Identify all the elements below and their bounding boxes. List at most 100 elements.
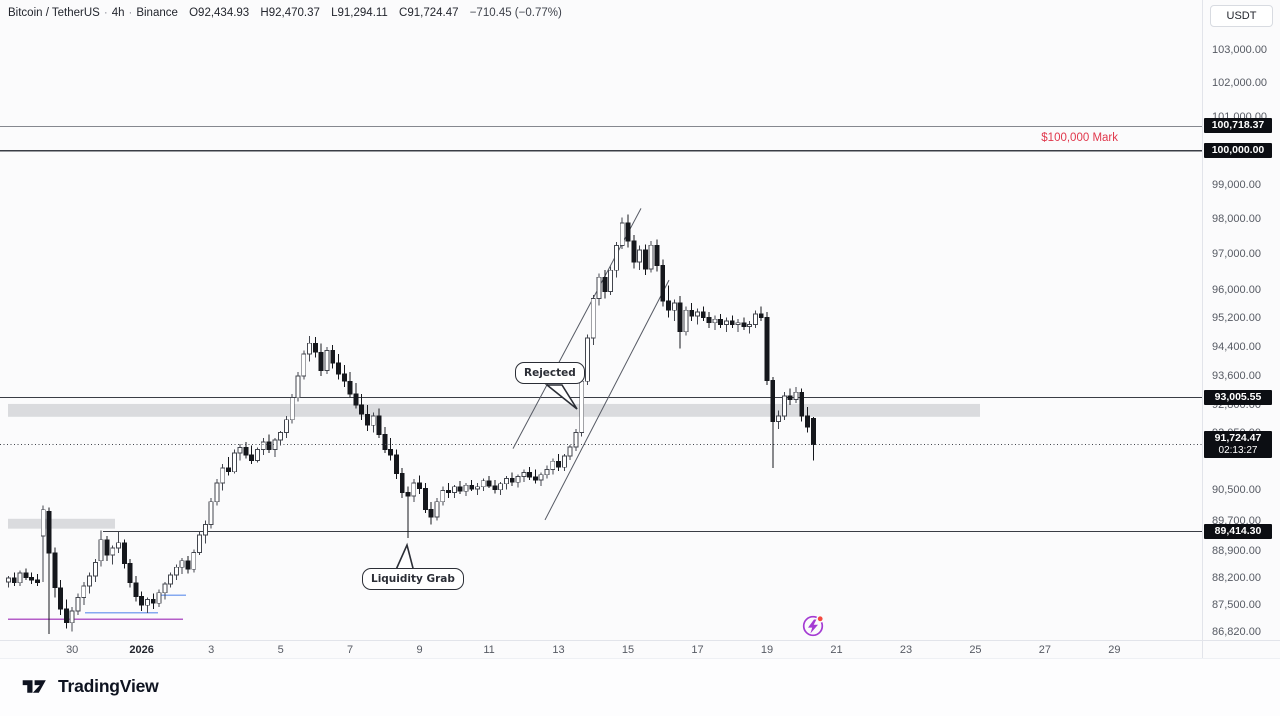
candle-body — [724, 320, 729, 326]
candle-body — [463, 484, 469, 492]
time-tick-label: 15 — [621, 644, 635, 656]
candle-body — [469, 484, 475, 490]
candle-body — [671, 302, 677, 311]
candle-body — [382, 434, 388, 450]
candle-body — [208, 501, 214, 525]
candle-body — [46, 510, 52, 554]
currency-unit-button[interactable]: USDT — [1210, 5, 1273, 27]
candle-body — [515, 476, 521, 483]
interval-label[interactable]: 4h — [111, 7, 125, 19]
zone-left-89700[interactable] — [8, 518, 115, 529]
time-tick-label: 27 — [1038, 644, 1052, 656]
symbol-title[interactable]: Bitcoin / TetherUS — [8, 7, 100, 19]
candle-body — [648, 244, 654, 270]
candle-body — [301, 353, 307, 377]
candle-body — [295, 375, 301, 399]
supply-zone-92800[interactable] — [8, 403, 980, 417]
tradingview-logo[interactable]: TradingView — [22, 676, 159, 697]
candle-body — [405, 491, 411, 497]
candle-body — [608, 269, 614, 292]
candle-body — [683, 309, 689, 333]
candle-body — [40, 509, 46, 537]
candle-body — [266, 441, 272, 450]
price-tick-label: 96,000.00 — [1212, 283, 1261, 296]
candle-body — [677, 302, 683, 333]
time-tick-label: 7 — [347, 644, 354, 656]
candle-body — [561, 455, 567, 468]
candle-body — [116, 542, 121, 549]
candle-body — [712, 318, 718, 324]
candle-body — [341, 373, 347, 382]
candle-body — [231, 452, 237, 473]
candle-body — [590, 298, 596, 339]
candle-body — [237, 447, 243, 454]
time-axis[interactable]: 30 2026 3 5 7 9 11 13 15 17 19 21 23 25 27 29 — [0, 640, 1280, 659]
time-tick-label: 17 — [691, 644, 704, 656]
candle-body — [359, 404, 365, 415]
candle-body — [220, 467, 226, 484]
candle-body — [706, 316, 712, 324]
candle-body — [92, 562, 98, 577]
candle-body — [509, 478, 515, 483]
price-mark-text-label[interactable]: $100,000 Mark — [1041, 132, 1118, 144]
candle-body — [179, 560, 185, 568]
candle-body — [104, 539, 110, 556]
candle-body — [457, 486, 463, 492]
candle-body — [307, 342, 313, 355]
candle-body — [63, 608, 69, 624]
candle-body — [255, 448, 260, 461]
notification-dot — [816, 615, 825, 623]
callout-rejected[interactable]: Rejected — [515, 362, 585, 384]
separator: · — [128, 7, 133, 19]
callout-liquidity-grab[interactable]: Liquidity Grab — [362, 568, 464, 590]
price-tick-label: 98,000.00 — [1212, 213, 1261, 226]
price-tick-label: 90,500.00 — [1212, 484, 1261, 497]
low-value: L91,294.11 — [331, 7, 388, 19]
candle-body — [139, 596, 145, 606]
candle-body — [81, 585, 87, 598]
flash-boost-icon[interactable] — [801, 613, 827, 639]
time-tick-label: 21 — [830, 644, 843, 656]
price-axis[interactable]: USDT 103,000.00 102,000.00 101,000.00 99,00… — [1202, 0, 1280, 658]
candle-body — [434, 501, 440, 518]
price-level-badge: 100,718.37 — [1204, 118, 1272, 134]
chart-canvas[interactable]: Bitcoin / TetherUS · 4h · Binance O92,434.93… — [0, 0, 1202, 640]
candle-body — [353, 393, 359, 406]
price-tick-label: 94,400.00 — [1212, 340, 1261, 353]
candle-body — [498, 483, 504, 491]
candle-body — [521, 472, 527, 478]
channel-trendline-2[interactable] — [544, 279, 670, 521]
price-tick-label: 93,600.00 — [1212, 369, 1261, 382]
candle-body — [197, 534, 203, 553]
candle-body — [747, 324, 753, 327]
change-value: −710.45 (−0.77%) — [469, 7, 562, 19]
time-tick-label: 5 — [277, 644, 284, 656]
price-tick-label: 87,500.00 — [1212, 599, 1261, 612]
channel-trendline-1[interactable] — [512, 208, 642, 449]
candle-body — [226, 467, 231, 473]
candle-body — [614, 245, 619, 271]
candle-body — [776, 415, 782, 423]
candle-body — [440, 490, 446, 503]
candle-body — [312, 342, 318, 353]
candle-body — [260, 441, 266, 450]
time-tick-label: 11 — [483, 644, 495, 656]
separator: · — [103, 7, 108, 19]
open-value: O92,434.93 — [189, 7, 250, 19]
candle-body — [770, 380, 776, 423]
price-chart-plot[interactable] — [0, 0, 1202, 640]
candle-body — [503, 478, 509, 485]
candle-body — [787, 395, 793, 401]
exchange-label[interactable]: Binance — [136, 7, 178, 19]
price-tick-label: 103,000.00 — [1212, 44, 1268, 57]
candle-body — [121, 542, 127, 564]
candle-body — [249, 454, 255, 461]
candle-body — [735, 322, 741, 326]
candle-body — [376, 415, 382, 435]
symbol-header: Bitcoin / TetherUS · 4h · Binance O92,434.93… — [8, 7, 562, 19]
candle-body — [411, 482, 417, 497]
candle-body — [17, 572, 23, 584]
candle-body — [393, 454, 399, 475]
candle-body — [399, 473, 405, 493]
candle-body — [619, 222, 625, 247]
